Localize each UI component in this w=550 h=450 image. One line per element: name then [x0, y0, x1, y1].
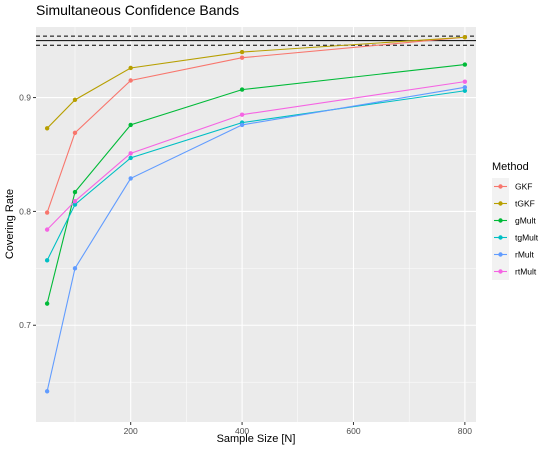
legend-point-tgkf	[498, 201, 503, 206]
x-tick-label: 600	[346, 426, 360, 436]
legend-label-tgkf: tGKF	[515, 199, 535, 209]
x-axis-title: Sample Size [N]	[217, 433, 296, 445]
point-tgkf	[239, 49, 245, 55]
legend-point-gmult	[498, 218, 503, 223]
legend-label-rtmult: rtMult	[515, 267, 537, 277]
x-tick-label: 400	[235, 426, 249, 436]
point-gmult	[462, 62, 468, 67]
point-rtmult	[239, 112, 245, 117]
point-gmult	[239, 87, 245, 92]
point-gkf	[44, 210, 50, 215]
x-tick-label: 200	[124, 426, 138, 436]
y-axis-ticks: 0.7 0.8 0.9	[19, 93, 36, 330]
y-tick-label: 0.7	[19, 320, 31, 330]
legend-label-gkf: GKF	[515, 182, 532, 192]
grid-major	[36, 27, 476, 422]
point-tgmult	[128, 155, 133, 161]
legend-label-rmult: rMult	[515, 250, 535, 260]
point-rtmult	[72, 198, 78, 204]
series-points	[44, 35, 468, 394]
point-tgkf	[462, 35, 468, 40]
reference-lines	[36, 35, 476, 46]
point-gkf	[72, 130, 78, 136]
point-tgmult	[462, 88, 468, 93]
legend-point-rtmult	[498, 269, 503, 274]
plot-panel	[36, 27, 476, 422]
point-tgmult	[44, 258, 50, 263]
point-gkf	[239, 55, 245, 60]
y-tick-label: 0.8	[19, 206, 31, 216]
point-rtmult	[462, 79, 468, 84]
y-axis-title: Covering Rate	[4, 189, 16, 259]
legend-point-gkf	[498, 184, 503, 189]
point-rtmult	[128, 151, 133, 156]
point-rmult	[44, 389, 50, 394]
point-tgkf	[72, 97, 78, 103]
point-gkf	[128, 78, 133, 83]
y-tick-label: 0.9	[19, 93, 31, 103]
point-tgmult	[72, 202, 78, 207]
point-gmult	[44, 301, 50, 306]
legend-point-rmult	[498, 252, 503, 257]
x-axis-ticks: 200 400 600 800	[124, 422, 472, 436]
point-rmult	[72, 266, 78, 271]
point-rmult	[462, 85, 468, 90]
legend-label-tgmult: tgMult	[515, 233, 539, 243]
point-rtmult	[44, 227, 50, 232]
point-gmult	[128, 122, 133, 128]
x-tick-label: 800	[458, 426, 472, 436]
legend-point-tgmult	[498, 235, 503, 240]
point-rmult	[128, 176, 133, 181]
point-gmult	[72, 189, 78, 195]
point-tgkf	[44, 126, 50, 131]
legend: Method GKF tGKF gMult tgMult rMult rtMult	[492, 161, 539, 280]
point-rmult	[239, 122, 245, 128]
legend-label-gmult: gMult	[515, 216, 536, 226]
point-tgkf	[128, 65, 133, 71]
chart-title: Simultaneous Confidence Bands	[36, 2, 239, 18]
legend-title: Method	[492, 161, 529, 173]
